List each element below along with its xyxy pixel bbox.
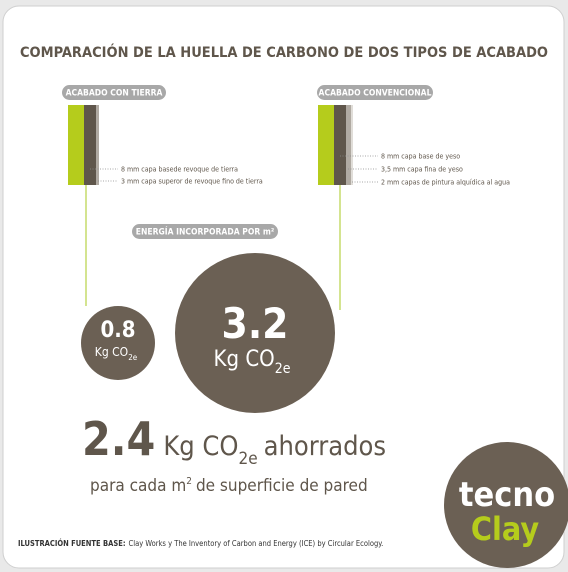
savings-suffix: ahorrados [264, 431, 386, 462]
layer-label: 8 mm capa basede revoque de tierra [121, 166, 238, 174]
wall-layer [351, 105, 353, 185]
circle [81, 306, 155, 380]
panel-label: ACABADO CON TIERRA [66, 89, 163, 99]
wall-layer [346, 105, 351, 185]
unit: Kg CO [214, 347, 275, 372]
savings: 2.4 Kg CO2e ahorrados [82, 412, 386, 469]
source-text: Clay Works y The Inventory of Carbon and… [129, 539, 384, 548]
circle-unit: Kg CO2e [214, 347, 291, 377]
savings-unit: Kg CO [163, 431, 238, 462]
savings-value: 2.4 [82, 412, 155, 466]
circle-unit: Kg CO2e [95, 345, 138, 362]
circle-value: 0.8 [100, 318, 135, 343]
per-rest: de superficie de pared [196, 476, 368, 496]
layer-label: 3 mm capa superor de revoque fino de tie… [121, 178, 263, 186]
logo-text: tecno [459, 475, 555, 515]
title: COMPARACIÓN DE LA HUELLA DE CARBONO DE D… [20, 43, 548, 61]
energy-label-bg [132, 224, 278, 239]
energy-label: ENERGÍA INCORPORADA POR m² [136, 226, 275, 238]
wall [68, 105, 84, 185]
layer-label: 2 mm capas de pintura alquídica al agua [381, 179, 510, 187]
logo-bg [444, 442, 568, 568]
per-area: para cada m2 de superficie de pared [90, 476, 368, 496]
circle [175, 253, 335, 413]
wall [318, 105, 334, 185]
per-sup: 2 [186, 476, 192, 487]
per-text: para cada m [90, 476, 186, 496]
circle-value: 3.2 [222, 299, 289, 348]
wall-layer [96, 105, 99, 185]
unit-sub: 2e [275, 361, 291, 377]
wall-layer [334, 105, 346, 185]
layer-label: 3,5 mm capa fina de yeso [381, 166, 463, 174]
logo-text: Clay [471, 510, 539, 548]
wall-layer [84, 105, 96, 185]
layer-label: 8 mm capa base de yeso [381, 153, 460, 161]
panel-label-bg [317, 85, 433, 100]
panel-label: ACABADO CONVENCIONAL [319, 89, 432, 99]
panel-label-bg [62, 85, 166, 100]
source: ILUSTRACIÓN FUENTE BASE: Clay Works y The… [18, 539, 383, 548]
unit-sub: 2e [128, 353, 138, 362]
source-label: ILUSTRACIÓN FUENTE BASE: [18, 539, 126, 548]
savings-sub: 2e [238, 449, 257, 469]
unit: Kg CO [95, 345, 128, 359]
